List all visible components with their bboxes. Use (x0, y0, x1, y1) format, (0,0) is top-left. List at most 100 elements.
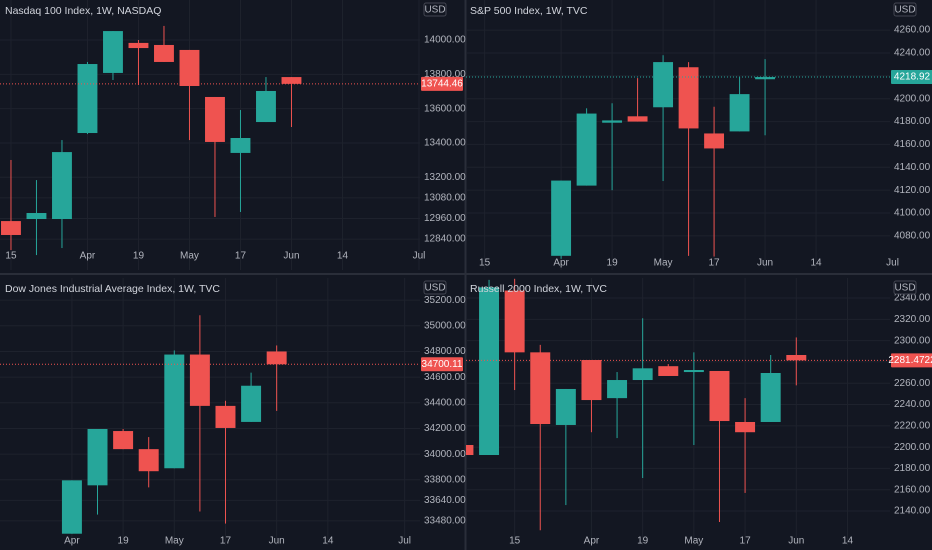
x-tick-label: Jun (788, 536, 804, 547)
y-tick-label: 34400.00 (424, 397, 466, 408)
x-tick-label: Jul (886, 258, 899, 269)
x-tick-label: Apr (64, 536, 80, 547)
x-tick-label: May (684, 536, 703, 547)
candle-body (551, 180, 572, 256)
candle-body (1, 221, 21, 235)
candle-body (678, 67, 699, 129)
x-tick-label: Jun (757, 258, 773, 269)
candle-body (658, 366, 679, 376)
candle-body (555, 388, 576, 425)
candle-body (26, 213, 47, 220)
y-tick-label: 4240.00 (894, 48, 931, 59)
plot (466, 0, 890, 270)
candle-body (179, 49, 200, 86)
price-label: 34700.11 (422, 359, 463, 370)
y-tick-label: 34200.00 (424, 423, 466, 434)
y-tick-label: 2140.00 (894, 506, 931, 517)
x-tick-label: 19 (133, 251, 145, 262)
x-tick-label: 19 (637, 536, 649, 547)
currency-box (423, 2, 447, 17)
y-tick-label: 4120.00 (894, 185, 931, 196)
price-label-bg (421, 357, 463, 372)
y-tick-label: 2260.00 (894, 378, 931, 389)
candle-body (530, 352, 551, 425)
x-tick-label: Jun (269, 536, 285, 547)
y-tick-label: 2240.00 (894, 399, 931, 410)
candle-body (504, 290, 525, 353)
y-tick-label: 35000.00 (424, 320, 466, 331)
x-tick-label: May (165, 536, 184, 547)
candle-body (215, 405, 236, 428)
x-tick-label: 19 (607, 258, 619, 269)
y-tick-label: 4080.00 (894, 231, 931, 242)
y-tick-label: 33480.00 (424, 516, 466, 527)
plot (0, 0, 420, 270)
chart-title: Nasdaq 100 Index, 1W, NASDAQ (5, 5, 161, 17)
candle-body (786, 355, 807, 361)
x-tick-label: Jun (283, 251, 299, 262)
y-tick-label: 2340.00 (894, 293, 931, 304)
y-tick-label: 2160.00 (894, 484, 931, 495)
candle-body (607, 380, 628, 399)
x-tick-label: 14 (842, 536, 854, 547)
candle-body (77, 64, 98, 134)
y-tick-label: 13400.00 (424, 138, 466, 149)
candle-body (241, 385, 262, 422)
candle-body (113, 431, 134, 450)
currency-box (893, 2, 917, 17)
x-tick-label: 15 (509, 536, 521, 547)
x-tick-label: 14 (322, 536, 334, 547)
x-tick-label: Apr (584, 536, 600, 547)
candle-body (704, 133, 725, 149)
candle-body (602, 120, 623, 123)
price-label: 4218.92 (894, 72, 931, 83)
x-tick-label: 15 (479, 258, 491, 269)
candle-body (683, 370, 704, 373)
x-tick-label: 17 (740, 536, 752, 547)
x-tick-label: May (180, 251, 199, 262)
chart-title: S&P 500 Index, 1W, TVC (470, 5, 588, 17)
chart-title: Dow Jones Industrial Average Index, 1W, … (5, 283, 220, 295)
y-tick-label: 4140.00 (894, 162, 931, 173)
x-tick-label: 15 (5, 251, 17, 262)
candle-body (281, 77, 302, 84)
y-tick-label: 12840.00 (424, 234, 466, 245)
candle-body (266, 351, 287, 365)
x-tick-label: Apr (80, 251, 96, 262)
candle-body (164, 354, 185, 469)
currency-label: USD (894, 283, 915, 294)
y-tick-label: 2320.00 (894, 314, 931, 325)
candle-body (576, 113, 597, 186)
currency-box (423, 280, 447, 295)
candle-body (103, 31, 123, 73)
y-tick-label: 2200.00 (894, 442, 931, 453)
candle-body (479, 287, 500, 456)
x-tick-label: 17 (709, 258, 721, 269)
currency-label: USD (424, 283, 445, 294)
y-tick-label: 34800.00 (424, 346, 466, 357)
candle-body (653, 62, 674, 108)
y-tick-label: 4260.00 (894, 25, 931, 36)
y-tick-label: 34000.00 (424, 449, 466, 460)
y-tick-label: 33800.00 (424, 474, 466, 485)
y-tick-label: 13080.00 (424, 193, 466, 204)
currency-box (893, 280, 917, 295)
candle-body (189, 354, 210, 406)
x-tick-label: 17 (235, 251, 247, 262)
candle-body (230, 138, 251, 153)
candle-body (61, 480, 82, 534)
y-tick-label: 14000.00 (424, 35, 466, 46)
y-tick-label: 2300.00 (894, 335, 931, 346)
x-tick-label: Jul (398, 536, 411, 547)
y-tick-label: 13800.00 (424, 69, 466, 80)
y-tick-label: 13600.00 (424, 103, 466, 114)
plot (0, 278, 420, 545)
y-tick-label: 34600.00 (424, 372, 466, 383)
x-tick-label: Apr (553, 258, 569, 269)
price-label-bg (421, 76, 463, 91)
candle-body (581, 360, 602, 401)
x-tick-label: May (654, 258, 673, 269)
chart-title: Russell 2000 Index, 1W, TVC (470, 283, 607, 295)
currency-label: USD (424, 5, 445, 16)
